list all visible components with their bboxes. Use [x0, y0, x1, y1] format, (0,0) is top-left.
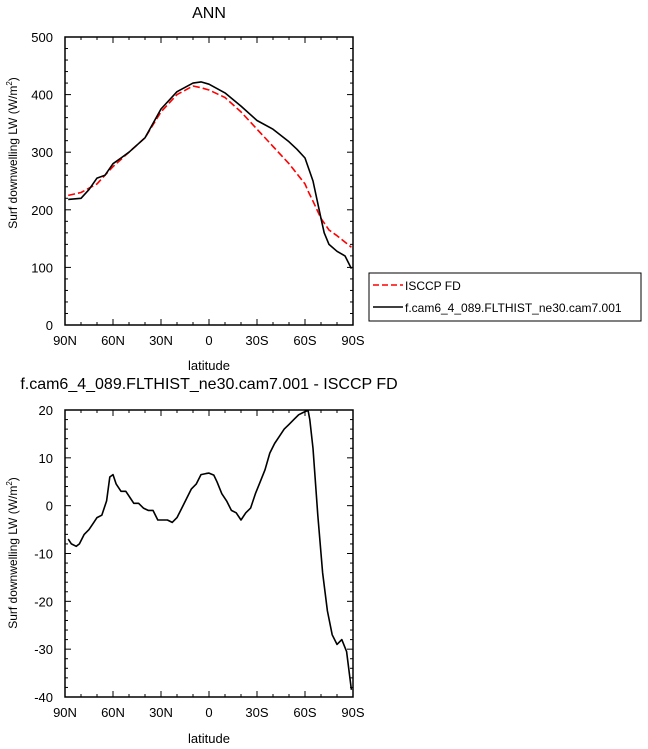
y-tick-label: -20: [34, 594, 53, 609]
y-tick-label: -10: [34, 547, 53, 562]
bottom-x-tick-labels: 90N 60N 30N 0 30S 60S 90S: [53, 705, 365, 720]
x-tick-label: 90N: [53, 705, 77, 720]
x-tick-label: 90N: [53, 333, 77, 348]
top-y-axis-label-main: Surf downwelling LW (W/m: [6, 86, 20, 229]
series-line-0: [68, 85, 352, 248]
bottom-axis-ticks: [64, 409, 354, 698]
top-y-tick-labels: 0 100 200 300 400 500: [31, 30, 53, 333]
bottom-y-axis-label-main: Surf downwelling LW (W/m: [6, 486, 20, 629]
series-line-1: [68, 81, 353, 269]
y-tick-label: 10: [39, 451, 53, 466]
x-tick-label: 90S: [341, 705, 364, 720]
x-tick-label: 60S: [293, 705, 316, 720]
top-x-axis-label: latitude: [188, 358, 230, 373]
series-line-0: [67, 410, 353, 690]
y-tick-label: 300: [31, 145, 53, 160]
bottom-plot-frame: [64, 409, 354, 698]
bottom-y-axis-label-end: ): [6, 477, 20, 481]
legend: ISCCP FD f.cam6_4_089.FLTHIST_ne30.cam7.…: [368, 272, 642, 322]
bottom-y-axis-label: Surf downwelling LW (W/m2): [5, 477, 20, 629]
top-chart-title: ANN: [192, 5, 226, 22]
bottom-chart-title: f.cam6_4_089.FLTHIST_ne30.cam7.001 - ISC…: [20, 376, 397, 393]
x-tick-label: 30N: [149, 705, 173, 720]
x-tick-label: 0: [205, 705, 212, 720]
y-tick-label: -30: [34, 642, 53, 657]
bottom-y-tick-labels: -40 -30 -20 -10 0 10 20: [34, 403, 53, 705]
y-tick-label: 500: [31, 30, 53, 45]
y-tick-label: 400: [31, 88, 53, 103]
top-series-lines: [68, 81, 353, 269]
x-tick-label: 30N: [149, 333, 173, 348]
y-tick-label: -40: [34, 690, 53, 705]
x-tick-label: 30S: [245, 705, 268, 720]
top-y-axis-label-end: ): [6, 77, 20, 81]
top-panel: ANN 90N 60N 30N 0 30S 60S 90S 0 100 200 300 400 500…: [5, 5, 642, 373]
top-y-axis-label-sup: 2: [5, 81, 14, 86]
y-tick-label: 0: [46, 499, 53, 514]
y-tick-label: 20: [39, 403, 53, 418]
bottom-panel: f.cam6_4_089.FLTHIST_ne30.cam7.001 - ISC…: [5, 376, 398, 746]
bottom-x-axis-label: latitude: [188, 731, 230, 746]
x-tick-label: 90S: [341, 333, 364, 348]
bottom-series-lines: [67, 410, 353, 690]
bottom-y-axis-label-sup: 2: [5, 481, 14, 486]
legend-label-model: f.cam6_4_089.FLTHIST_ne30.cam7.001: [405, 301, 622, 315]
legend-label-isccp: ISCCP FD: [405, 279, 461, 293]
x-tick-label: 0: [205, 333, 212, 348]
top-plot-frame: [64, 36, 354, 326]
x-tick-label: 30S: [245, 333, 268, 348]
top-x-tick-labels: 90N 60N 30N 0 30S 60S 90S: [53, 333, 365, 348]
y-tick-label: 0: [46, 318, 53, 333]
top-y-axis-label: Surf downwelling LW (W/m2): [5, 77, 20, 229]
top-axis-ticks: [64, 36, 354, 326]
x-tick-label: 60S: [293, 333, 316, 348]
x-tick-label: 60N: [101, 333, 125, 348]
x-tick-label: 60N: [101, 705, 125, 720]
y-tick-label: 200: [31, 203, 53, 218]
y-tick-label: 100: [31, 260, 53, 275]
legend-box: [368, 272, 642, 322]
